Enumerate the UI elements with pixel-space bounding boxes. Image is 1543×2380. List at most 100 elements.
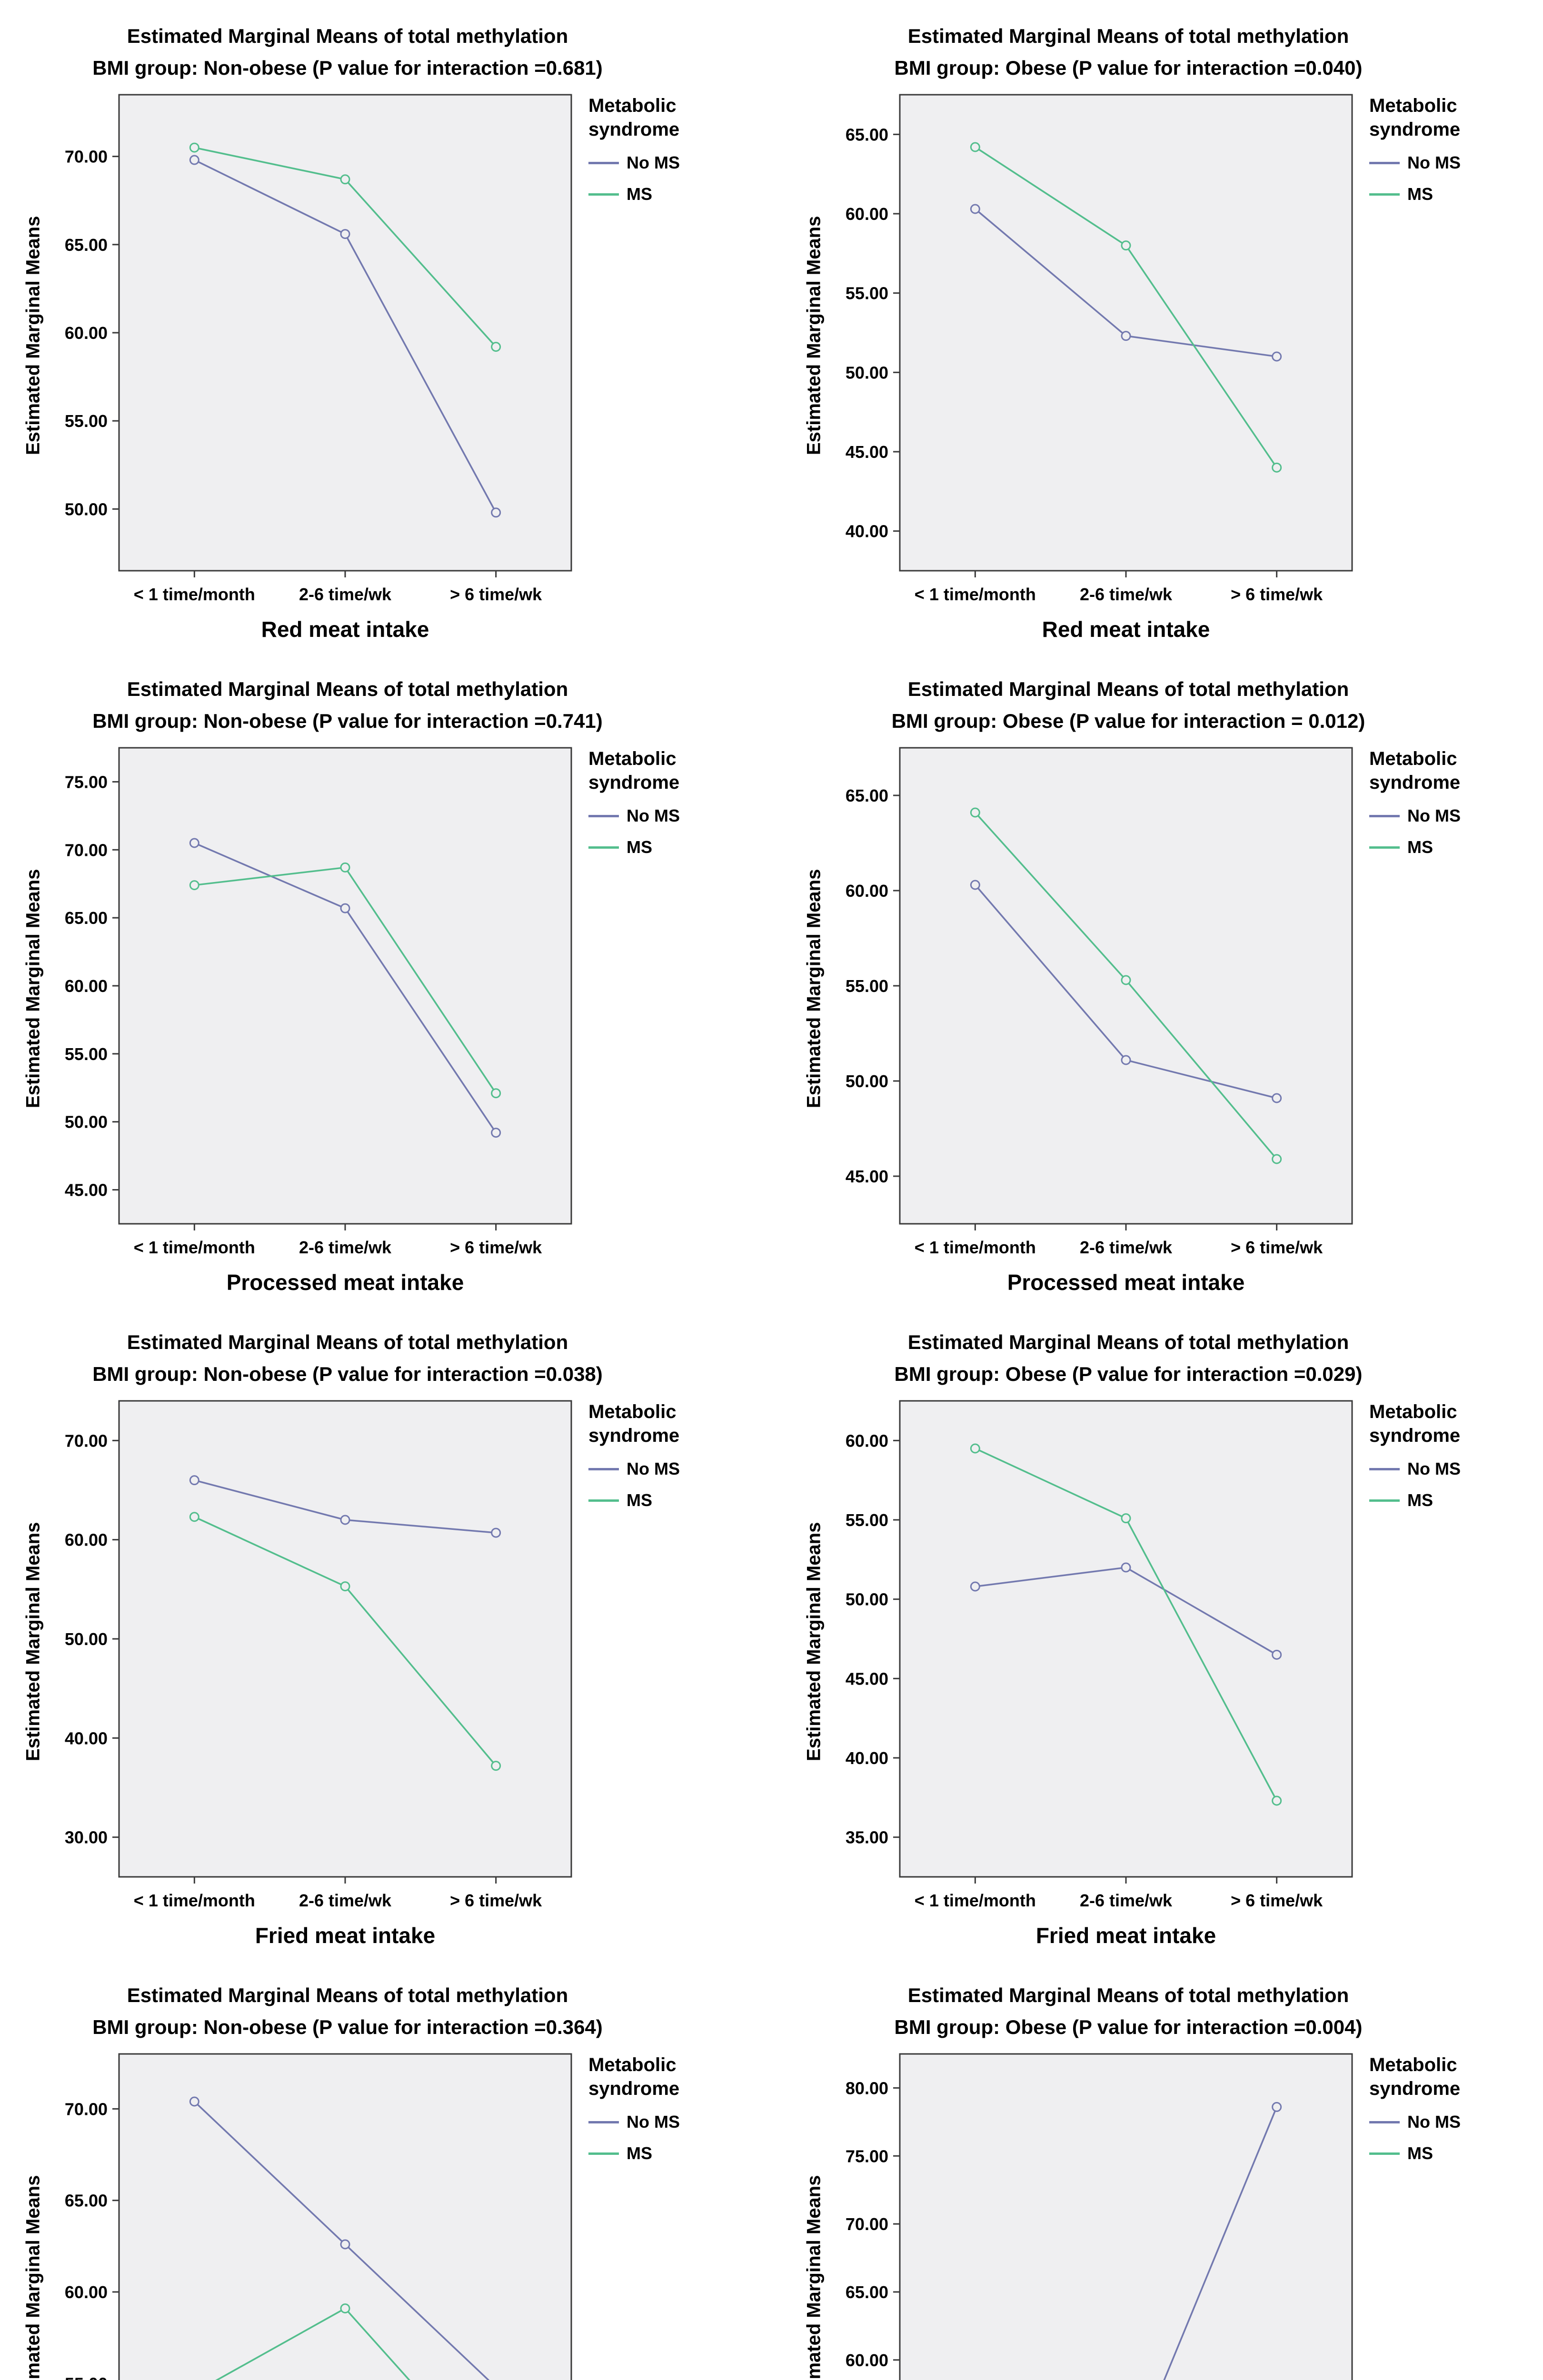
legend-label: MS (627, 837, 652, 857)
data-point-marker (491, 1761, 501, 1771)
legend: Metabolic syndrome No MS MS (581, 1395, 743, 1919)
data-point-marker (970, 1581, 980, 1592)
x-tick-label: < 1 time/month (915, 1238, 1036, 1257)
y-tick-label: 60.00 (65, 323, 108, 343)
y-tick-label: 50.00 (65, 1629, 108, 1649)
legend-item-no-ms: No MS (1369, 2112, 1523, 2132)
legend: Metabolic syndrome No MS MS (581, 742, 743, 1266)
chart-subtitle: BMI group: Obese (P value for interactio… (894, 2015, 1363, 2038)
y-tick-label: 50.00 (846, 1071, 888, 1091)
chart-header: Estimated Marginal Means of total methyl… (67, 1330, 628, 1387)
y-tick-label: 40.00 (846, 522, 888, 541)
ms-line-swatch-icon (1369, 193, 1400, 196)
x-axis-title: Fried meat intake (255, 1923, 436, 1948)
chart-subtitle: BMI group: Obese (P value for interactio… (894, 56, 1363, 79)
legend-label: MS (627, 184, 652, 204)
data-point-marker (189, 142, 199, 153)
y-tick-label: 45.00 (65, 1180, 108, 1200)
legend-label: No MS (627, 806, 680, 825)
no-ms-line-swatch-icon (588, 161, 619, 164)
y-tick-label: 80.00 (846, 2078, 888, 2098)
legend-item-ms: MS (588, 1490, 743, 1510)
chart-title: Estimated Marginal Means of total methyl… (127, 1984, 568, 2006)
data-point-marker (340, 903, 350, 913)
legend-title: Metabolic syndrome (1369, 2054, 1461, 2099)
legend-item-no-ms: No MS (1369, 806, 1523, 826)
y-tick-label: 55.00 (846, 1510, 888, 1530)
chart-body: Estimated Marginal Means 50.0055.0060.00… (800, 2048, 1523, 2380)
chart-processed-meat-non-obese: Estimated Marginal Means of total methyl… (19, 660, 743, 1310)
x-tick-label: 2-6 time/wk (1080, 585, 1173, 604)
y-tick-label: 45.00 (846, 1669, 888, 1688)
data-point-marker (491, 507, 501, 518)
y-tick-label: 60.00 (65, 1530, 108, 1550)
y-tick-label: 50.00 (65, 1112, 108, 1132)
legend-item-ms: MS (1369, 1490, 1523, 1510)
legend-title: Metabolic syndrome (588, 1401, 680, 1446)
y-tick-label: 65.00 (846, 2282, 888, 2302)
chart-title: Estimated Marginal Means of total methyl… (127, 1331, 568, 1353)
y-tick-label: 40.00 (65, 1728, 108, 1748)
y-tick-label: 55.00 (65, 2374, 108, 2380)
y-tick-label: 70.00 (846, 2214, 888, 2234)
chart-subtitle: BMI group: Obese (P value for interactio… (894, 1362, 1363, 1385)
x-tick-label: > 6 time/wk (450, 1891, 542, 1910)
chart-fish-non-obese: Estimated Marginal Means of total methyl… (19, 1966, 743, 2380)
data-point-marker (1121, 1513, 1131, 1524)
x-tick-label: > 6 time/wk (1231, 1238, 1323, 1257)
no-ms-line-swatch-icon (588, 814, 619, 817)
y-tick-label: 60.00 (846, 204, 888, 224)
y-tick-label: 70.00 (65, 1431, 108, 1450)
legend-item-ms: MS (1369, 2143, 1523, 2163)
y-tick-label: 35.00 (846, 1828, 888, 1847)
data-point-marker (189, 1475, 199, 1486)
data-point-marker (189, 880, 199, 891)
plot-background (899, 1400, 1353, 1878)
data-point-marker (1272, 1154, 1282, 1164)
y-axis-title: Estimated Marginal Means (803, 216, 825, 456)
chart-body: Estimated Marginal Means 40.00 45.00 50.00… (800, 89, 1523, 613)
chart-title: Estimated Marginal Means of total methyl… (127, 25, 568, 47)
x-tick-label: > 6 time/wk (450, 585, 542, 604)
plot-background (118, 2053, 572, 2380)
legend: Metabolic syndrome No MS MS (581, 2048, 743, 2380)
legend-item-no-ms: No MS (1369, 153, 1523, 173)
chart-header: Estimated Marginal Means of total methyl… (67, 677, 628, 734)
legend-item-no-ms: No MS (588, 1459, 743, 1479)
chart-header: Estimated Marginal Means of total methyl… (847, 1330, 1409, 1387)
y-tick-label: 70.00 (65, 147, 108, 167)
plot-area: 45.00 50.00 55.00 60.00 65.00 70.00 75.00 < 1 t… (65, 747, 572, 1257)
x-tick-label: 2-6 time/wk (299, 585, 392, 604)
data-point-marker (189, 838, 199, 848)
chart-title: Estimated Marginal Means of total methyl… (907, 1984, 1349, 2006)
y-tick-label: 55.00 (65, 411, 108, 431)
legend: Metabolic syndrome No MS MS (581, 89, 743, 613)
legend-item-ms: MS (1369, 184, 1523, 204)
data-point-marker (970, 204, 980, 214)
ms-line-swatch-icon (588, 846, 619, 849)
legend-label: No MS (1407, 1459, 1461, 1478)
chart-fried-meat-obese: Estimated Marginal Means of total methyl… (800, 1313, 1523, 1963)
legend-label: No MS (1407, 2112, 1461, 2132)
x-tick-label: < 1 time/month (915, 585, 1036, 604)
legend-item-no-ms: No MS (588, 2112, 743, 2132)
ms-line-swatch-icon (1369, 846, 1400, 849)
legend-label: MS (1407, 1490, 1433, 1510)
ms-line-swatch-icon (1369, 1499, 1400, 1502)
data-point-marker (1121, 331, 1131, 341)
no-ms-line-swatch-icon (1369, 1468, 1400, 1470)
plot-background (899, 747, 1353, 1225)
y-axis-title: Estimated Marginal Means (22, 869, 44, 1109)
y-axis-title: Estimated Marginal Means (803, 2175, 825, 2380)
y-tick-label: 65.00 (846, 786, 888, 805)
chart-subtitle: BMI group: Non-obese (P value for intera… (92, 56, 603, 79)
y-axis-title: Estimated Marginal Means (22, 216, 44, 456)
plot-area: 40.00 45.00 50.00 55.00 60.00 65.00 < 1 time/m… (846, 94, 1353, 604)
data-point-marker (491, 342, 501, 352)
data-point-marker (491, 1527, 501, 1538)
plot-background (118, 1400, 572, 1878)
y-tick-label: 55.00 (846, 976, 888, 996)
legend-title: Metabolic syndrome (588, 95, 680, 140)
chart-body: Estimated Marginal Means 45.00 50.00 55.00… (19, 742, 743, 1266)
